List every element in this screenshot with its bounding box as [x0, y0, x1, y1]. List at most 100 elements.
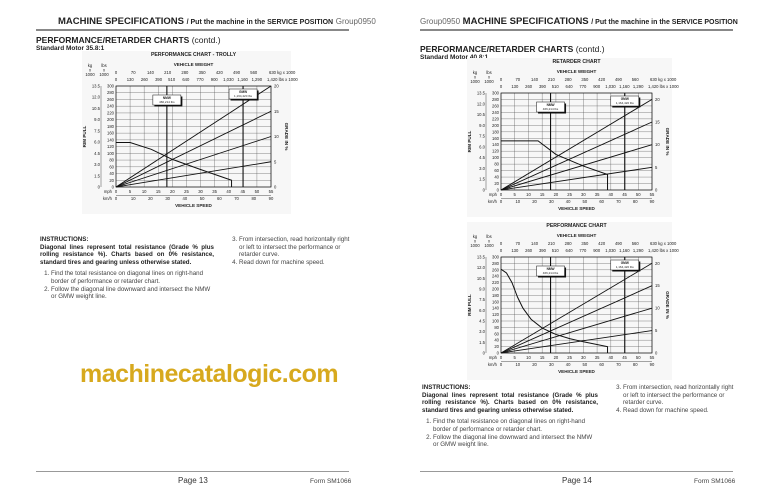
lbs-weight-tick: 1,420 lbs x 1000 — [648, 248, 679, 253]
rimpull-lbs-tick: 120 — [492, 149, 500, 154]
grade-line — [500, 330, 653, 354]
rimpull-lbs-tick: 40 — [109, 171, 114, 176]
rimpull-lbs-tick: 20 — [494, 181, 499, 186]
rimpull-lbs-tick: 60 — [109, 164, 114, 169]
motor-ratio-left: Standard Motor 35.8:1 — [36, 45, 105, 52]
instruction-step: Read down for machine speed. — [239, 259, 350, 267]
lbs-weight-tick: 1,160 — [619, 248, 630, 253]
rimpull-kg-tick: 1.5 — [479, 177, 485, 182]
rimpull-lbs-tick: 160 — [107, 131, 115, 136]
kg-weight-tick: 280 — [181, 70, 189, 75]
mph-tick: 15 — [540, 192, 545, 197]
mph-tick: 0 — [500, 355, 503, 360]
rimpull-kg-tick: 0 — [483, 351, 486, 356]
right-axis-label: GRADE IN % — [665, 128, 670, 156]
rimpull-lbs-tick: 140 — [492, 306, 500, 311]
lbs-weight-tick: 640 — [566, 248, 574, 253]
lbs-weight-tick: 1,030 — [605, 84, 616, 89]
kg-header: kg — [473, 70, 478, 75]
form-number: Form SM1066 — [310, 478, 352, 485]
rimpull-kg-tick: 10.5 — [477, 276, 486, 281]
grade-tick: 20 — [655, 261, 660, 266]
chart-2: RETARDER CHART VEHICLE WEIGHT 0 70 140 210 280… — [467, 58, 679, 217]
lbs-header: 1000 — [99, 72, 109, 77]
grade-tick: 5 — [655, 165, 658, 170]
chart-1: PERFORMANCE CHART - TROLLY VEHICLE WEIGHT… — [82, 51, 298, 214]
kmh-tick: 20 — [532, 362, 537, 367]
form-number: Form SM1066 — [694, 478, 736, 485]
rimpull-lbs-tick: 200 — [492, 123, 500, 128]
kg-weight-tick: 490 — [615, 241, 623, 246]
mph-tick: 40 — [608, 355, 613, 360]
rimpull-lbs-tick: 80 — [494, 325, 499, 330]
kmh-tick: 80 — [633, 199, 638, 204]
rimpull-kg-tick: 7.5 — [479, 297, 485, 302]
kmh-tick: 0 — [115, 196, 118, 201]
instruction-step: Find the total resistance on diagonal li… — [51, 270, 214, 285]
mph-tick: 25 — [567, 192, 572, 197]
mph-tick: 10 — [526, 355, 531, 360]
mph-tick: 50 — [636, 192, 641, 197]
rimpull-lbs-tick: 140 — [492, 142, 500, 147]
kmh-label: km/h — [103, 196, 113, 201]
lbs-header: lbs — [486, 70, 491, 75]
kmh-tick: 90 — [650, 362, 655, 367]
weight-marker-label: NMW — [163, 96, 171, 100]
rimpull-lbs-tick: 60 — [494, 331, 499, 336]
rimpull-lbs-tick: 220 — [492, 116, 500, 121]
weight-marker-value: 466,214 lbs — [543, 271, 559, 275]
grade-line — [500, 262, 653, 354]
grade-tick: 15 — [655, 120, 660, 125]
mph-tick: 5 — [514, 355, 517, 360]
kmh-tick: 10 — [515, 362, 520, 367]
right-axis-label: GRADE IN % — [284, 123, 289, 151]
top-axis-label: VEHICLE WEIGHT — [557, 233, 597, 238]
grade-tick: 5 — [274, 159, 277, 164]
chart-3: PERFORMANCE CHART VEHICLE WEIGHT 0 70 140 210… — [467, 222, 679, 380]
bottom-axis-label: VEHICLE SPEED — [558, 206, 595, 211]
grade-tick: 20 — [274, 84, 279, 89]
rimpull-lbs-tick: 120 — [107, 144, 115, 149]
lbs-weight-tick: 0 — [500, 248, 503, 253]
lbs-weight-tick: 1,030 — [223, 77, 234, 82]
section-title-text: PERFORMANCE/RETARDER CHARTS — [36, 35, 190, 45]
lbs-weight-tick: 1,290 — [633, 84, 644, 89]
lbs-header: x — [103, 68, 106, 73]
mph-tick: 15 — [156, 189, 161, 194]
kmh-tick: 60 — [599, 362, 604, 367]
mph-tick: 50 — [636, 355, 641, 360]
weight-marker-value: 1,164,420 lbs — [616, 265, 635, 269]
plot-frame — [500, 256, 653, 354]
rimpull-lbs-tick: 180 — [492, 293, 500, 298]
rimpull-lbs-tick: 100 — [492, 155, 500, 160]
lbs-weight-tick: 510 — [552, 84, 560, 89]
rimpull-kg-tick: 13.5 — [477, 255, 486, 260]
kg-weight-tick: 280 — [565, 241, 573, 246]
rimpull-kg-tick: 0 — [483, 188, 486, 193]
instructions-heading: INSTRUCTIONS: — [40, 236, 89, 243]
page-number: Page 14 — [562, 476, 592, 485]
rimpull-lbs-tick: 240 — [492, 110, 500, 115]
rimpull-lbs-tick: 80 — [494, 162, 499, 167]
footer-rule — [36, 471, 349, 472]
kmh-label: km/h — [488, 362, 498, 367]
mph-tick: 30 — [581, 192, 586, 197]
right-axis-label: GRADE IN % — [665, 291, 670, 319]
watermark: machinecatalogic.com — [80, 360, 339, 388]
lbs-weight-tick: 260 — [525, 84, 533, 89]
weight-box — [152, 94, 182, 106]
rimpull-kg-tick: 13.5 — [92, 84, 101, 89]
kmh-tick: 30 — [165, 196, 170, 201]
chart-title: PERFORMANCE CHART - TROLLY — [151, 52, 237, 58]
weight-marker-value: 466,214 lbs — [543, 107, 559, 111]
lbs-weight-tick: 0 — [115, 77, 118, 82]
instruction-step: Find the total resistance on diagonal li… — [433, 418, 598, 433]
mph-tick: 40 — [608, 192, 613, 197]
mph-tick: 55 — [650, 192, 655, 197]
rimpull-kg-tick: 7.5 — [94, 128, 100, 133]
lbs-weight-tick: 390 — [539, 84, 547, 89]
mph-tick: 25 — [184, 189, 189, 194]
lbs-weight-tick: 130 — [511, 84, 519, 89]
mph-tick: 45 — [240, 189, 245, 194]
kmh-tick: 30 — [549, 362, 554, 367]
